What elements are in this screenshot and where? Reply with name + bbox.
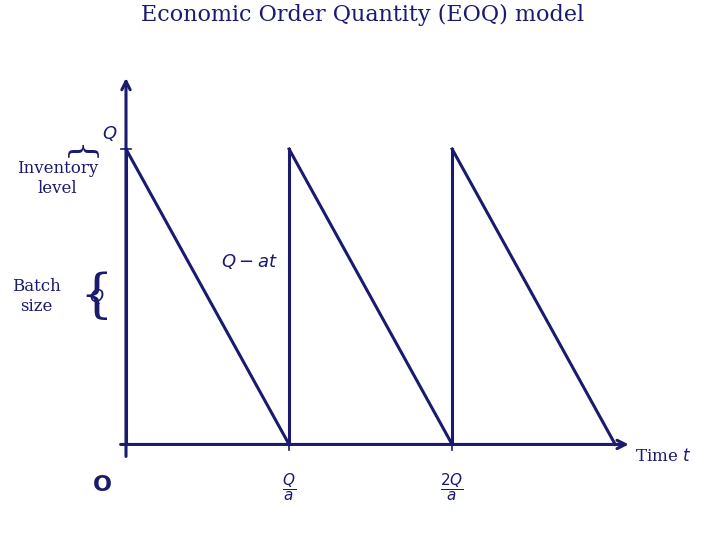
- Text: $\dfrac{Q}{a}$: $\dfrac{Q}{a}$: [282, 471, 296, 503]
- Text: Batch
size: Batch size: [12, 279, 60, 315]
- Text: $Q$: $Q$: [102, 124, 117, 143]
- Text: Economic Order Quantity (EOQ) model: Economic Order Quantity (EOQ) model: [141, 4, 584, 26]
- Text: Time $t$: Time $t$: [635, 448, 691, 465]
- Text: $Q - at$: $Q - at$: [220, 252, 277, 271]
- Text: $\dfrac{2Q}{a}$: $\dfrac{2Q}{a}$: [441, 471, 464, 503]
- Text: Inventory
level: Inventory level: [17, 160, 98, 197]
- Text: {: {: [80, 271, 114, 322]
- Text: }: }: [64, 136, 96, 157]
- Text: $\mathbf{O}$: $\mathbf{O}$: [91, 474, 112, 496]
- Text: $Q$: $Q$: [89, 287, 105, 306]
